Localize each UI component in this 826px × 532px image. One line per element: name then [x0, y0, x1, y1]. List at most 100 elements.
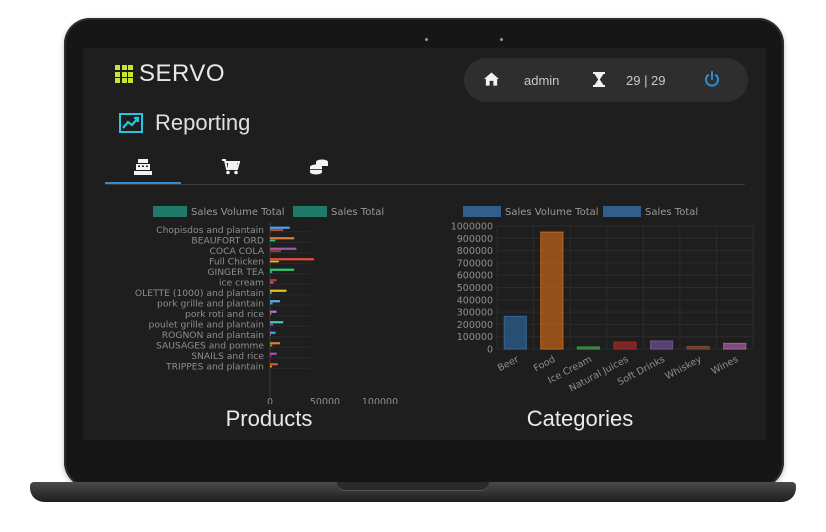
y-tick-label: 0 — [487, 345, 493, 356]
bar-sales-volume — [270, 302, 273, 305]
y-tick-label: 400000 — [457, 295, 493, 306]
trending-chart-icon — [119, 113, 143, 133]
y-tick-label: 700000 — [457, 258, 493, 269]
products-chart-title: Products — [225, 406, 313, 431]
category-bar — [686, 345, 710, 350]
tab-divider — [105, 184, 745, 185]
bar-sales-total — [270, 352, 277, 355]
category-bar — [723, 342, 747, 350]
bar-sales-volume — [270, 355, 272, 357]
category-bar — [576, 346, 601, 350]
category-bar — [503, 315, 527, 350]
tab-purchases[interactable] — [193, 150, 269, 184]
hourglass-icon — [593, 72, 605, 87]
category-label: TRIPPES and plantain — [165, 361, 264, 372]
bar-sales-total — [270, 321, 284, 324]
legend-swatch-volume — [153, 206, 187, 217]
brand[interactable]: SERVO — [115, 60, 225, 88]
bar-sales-volume — [270, 250, 281, 252]
categories-chart: Sales Volume Total Sales Total 0 1000002000… — [451, 206, 754, 394]
bar-sales-total — [270, 363, 278, 366]
camera-lens — [500, 38, 503, 41]
legend-label-volume: Sales Volume Total — [505, 207, 599, 218]
active-tab-indicator — [105, 182, 181, 184]
username-label[interactable]: admin — [524, 73, 560, 88]
bar-sales-total — [270, 300, 280, 303]
x-tick-label: 0 — [267, 397, 273, 404]
bar-sales-volume — [270, 313, 272, 315]
bar-sales-total — [270, 331, 276, 334]
category-label: BEAUFORT ORD — [191, 235, 264, 246]
y-tick-label: 300000 — [457, 308, 493, 319]
bar-sales-volume — [270, 239, 276, 242]
camera-dot — [425, 38, 428, 41]
y-tick-label: 600000 — [457, 271, 493, 282]
category-label: Chopisdos and plantain — [156, 225, 264, 236]
legend-label-volume: Sales Volume Total — [191, 207, 285, 218]
category-label: SNAILS and rice — [191, 351, 264, 362]
bar-sales-total — [270, 247, 297, 250]
tab-sales[interactable] — [105, 150, 181, 184]
y-tick-label: 1000000 — [451, 222, 493, 233]
x-tick-label: Beer — [496, 354, 521, 374]
category-label: GINGER TEA — [207, 267, 264, 278]
category-bar — [613, 341, 637, 350]
page-title: Reporting — [119, 110, 250, 136]
category-label: COCA COLA — [209, 246, 264, 257]
brand-name: SERVO — [139, 60, 226, 87]
category-label: Full Chicken — [209, 256, 264, 267]
bar-sales-volume — [270, 334, 271, 336]
category-label: pork grille and plantain — [157, 298, 264, 309]
bar-sales-volume — [270, 344, 273, 347]
products-chart: Sales Volume Total Sales Total Chopisdos a… — [135, 206, 398, 404]
bar-sales-volume — [270, 292, 272, 294]
bar-sales-total — [270, 342, 280, 345]
cash-register-icon — [134, 159, 152, 175]
bar-sales-volume — [270, 271, 273, 273]
category-label: OLETTE (1000) and plantain — [135, 288, 264, 299]
shopping-cart-icon — [222, 159, 240, 175]
x-tick-label: 50000 — [310, 397, 340, 404]
category-label: ROGNON and plantain — [162, 330, 264, 341]
y-tick-label: 500000 — [457, 283, 493, 294]
x-tick-label: Whiskey — [663, 354, 703, 382]
app-screen: SERVO admin 29 | 29 — [83, 48, 766, 440]
coins-icon — [310, 159, 328, 175]
bar-sales-volume — [270, 229, 284, 231]
legend-label-total: Sales Total — [645, 207, 698, 218]
laptop-base — [30, 482, 796, 502]
y-tick-label: 800000 — [457, 246, 493, 257]
x-tick-label: 100000 — [362, 397, 398, 404]
user-bar: admin 29 | 29 — [464, 58, 748, 102]
power-icon[interactable] — [704, 71, 720, 88]
bar-sales-total — [270, 310, 277, 313]
home-icon[interactable] — [484, 72, 499, 86]
bar-sales-volume — [270, 323, 274, 326]
category-label: ice cream — [219, 277, 264, 288]
category-bar — [649, 340, 674, 350]
categories-chart-title: Categories — [526, 406, 634, 431]
legend-swatch-volume — [463, 206, 501, 217]
y-tick-label: 200000 — [457, 320, 493, 331]
y-tick-label: 900000 — [457, 234, 493, 245]
x-tick-label: Food — [532, 354, 557, 374]
grid-icon — [115, 65, 133, 83]
category-label: poulet grille and plantain — [149, 319, 265, 330]
bar-sales-total — [270, 226, 290, 229]
legend-label-total: Sales Total — [331, 207, 384, 218]
tab-finance[interactable] — [281, 150, 357, 184]
timer-label: 29 | 29 — [626, 73, 666, 88]
y-tick-label: 100000 — [457, 332, 493, 343]
category-bar — [540, 231, 564, 350]
legend-swatch-total — [293, 206, 327, 217]
bar-sales-total — [270, 279, 277, 282]
category-label: pork roti and rice — [185, 309, 264, 320]
bar-sales-volume — [270, 281, 274, 284]
bar-sales-volume — [270, 365, 272, 368]
page-title-text: Reporting — [155, 110, 251, 135]
bar-sales-total — [270, 268, 295, 271]
laptop-hinge — [337, 482, 489, 491]
bar-sales-total — [270, 289, 287, 292]
legend-swatch-total — [603, 206, 641, 217]
x-tick-label: Wines — [710, 354, 740, 377]
